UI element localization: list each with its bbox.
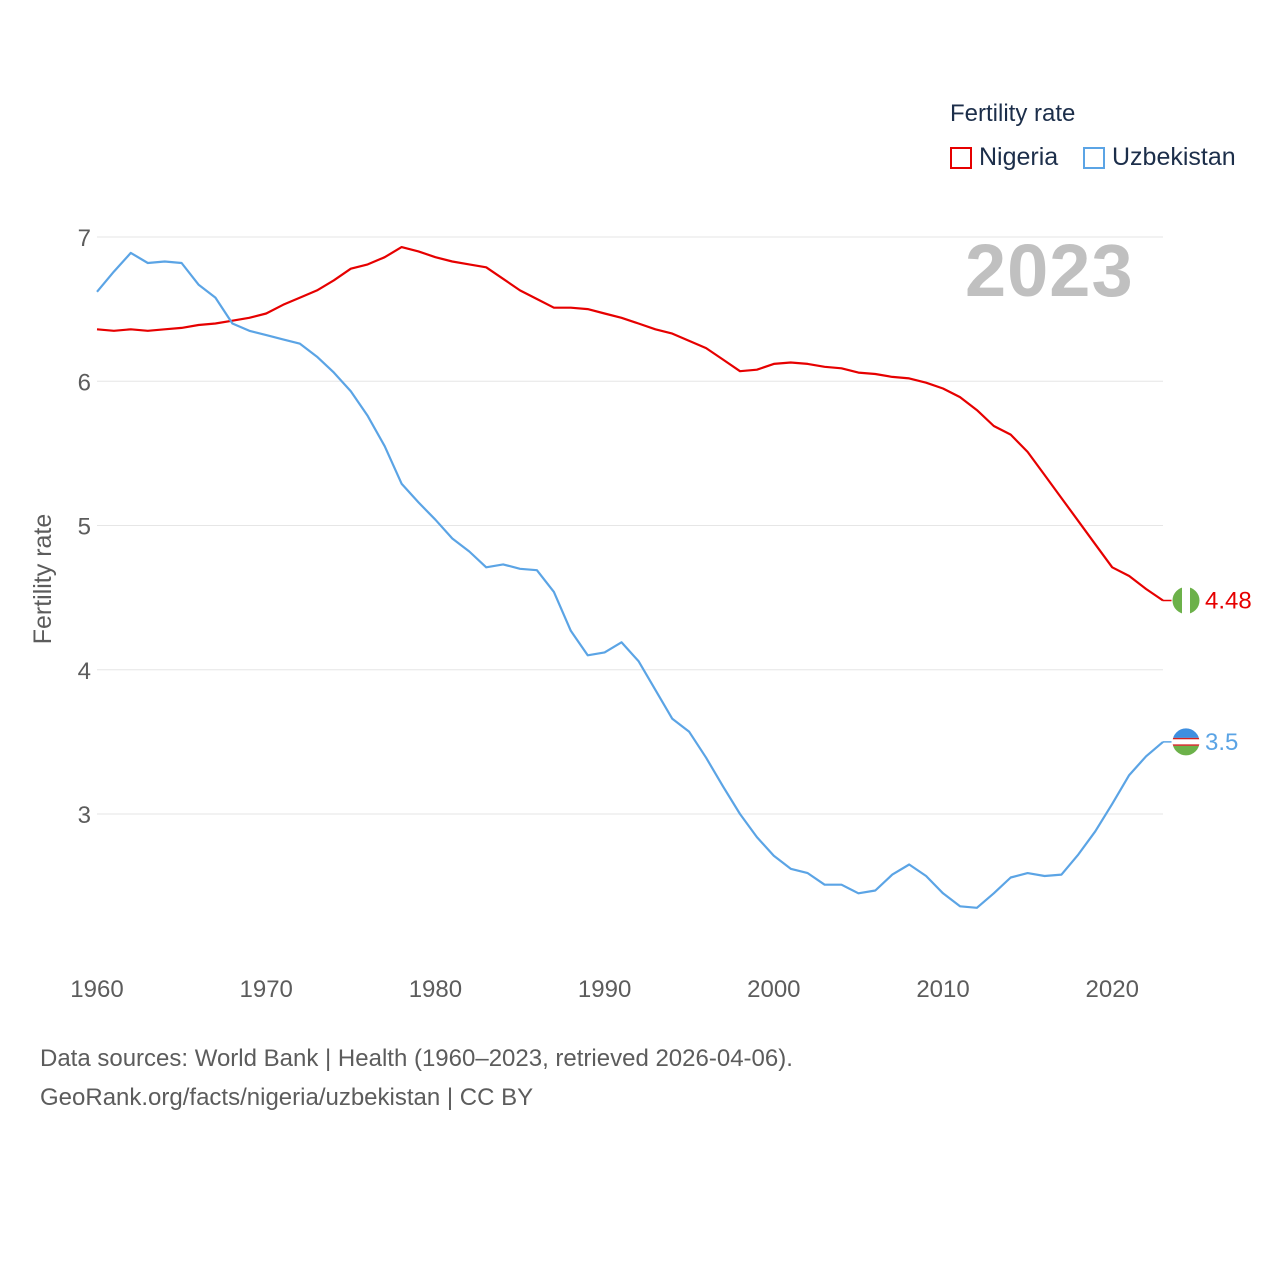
footer-sources: Data sources: World Bank | Health (1960–… [40,1045,793,1072]
grid-lines [97,236,1163,815]
legend-label-nigeria: Nigeria [979,143,1059,171]
x-tick-labels: 1960 1970 1980 1990 2000 2010 2020 [70,976,1139,1003]
series-line-uzbekistan[interactable] [96,251,1164,909]
x-tick-1980: 1980 [409,976,462,1003]
legend-swatch-uzbekistan [1083,146,1105,169]
nigeria-flag-icon [1171,586,1201,616]
footer-attribution: GeoRank.org/facts/nigeria/uzbekistan | C… [40,1084,534,1111]
y-tick-labels: 3 4 5 6 7 [78,225,91,829]
end-label-uzbekistan: 3.5 [1205,729,1238,756]
end-label-nigeria: 4.48 [1205,588,1252,615]
x-tick-1970: 1970 [240,976,293,1003]
legend-swatch-nigeria [950,146,972,169]
series-line-nigeria[interactable] [96,246,1164,602]
y-tick-3: 3 [78,802,91,829]
legend-label-uzbekistan: Uzbekistan [1112,143,1236,171]
y-axis-label: Fertility rate [29,514,57,645]
legend-title: Fertility rate [950,100,1076,127]
series-lines [96,246,1164,909]
uzbekistan-flag-icon [1171,727,1201,757]
y-tick-4: 4 [78,658,91,685]
x-tick-1960: 1960 [70,976,123,1003]
x-tick-2000: 2000 [747,976,800,1003]
x-tick-2010: 2010 [916,976,969,1003]
x-tick-1990: 1990 [578,976,631,1003]
year-label: 2023 [965,229,1134,312]
series-end-markers: 4.48 3.5 [1163,586,1252,757]
y-tick-7: 7 [78,225,91,252]
x-tick-2020: 2020 [1086,976,1139,1003]
y-tick-5: 5 [78,514,91,541]
legend-item-nigeria[interactable]: Nigeria [950,143,1058,172]
legend-item-uzbekistan[interactable]: Uzbekistan [1083,143,1236,172]
y-tick-6: 6 [78,369,91,396]
